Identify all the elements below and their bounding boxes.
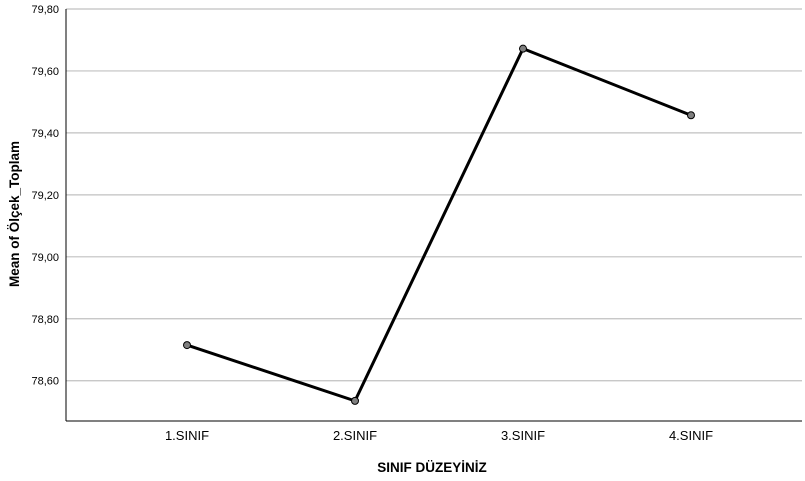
y-tick-labels: 78,60 78,80 79,00 79,20 79,40 79,60 79,80: [31, 4, 59, 388]
y-tick-label: 78,80: [31, 314, 59, 326]
x-tick-label: 2.SINIF: [333, 428, 377, 443]
data-point: [519, 44, 527, 53]
series-line: [185, 47, 693, 403]
x-axis-title: SINIF DÜZEYİNİZ: [377, 460, 487, 475]
data-point: [183, 341, 191, 350]
y-tick-label: 79,80: [31, 4, 59, 16]
y-tick-label: 79,20: [31, 190, 59, 202]
data-point: [351, 396, 359, 405]
y-tick-label: 79,00: [31, 252, 59, 264]
y-tick-label: 78,60: [31, 376, 59, 388]
y-tick-label: 79,40: [31, 128, 59, 140]
y-tick-label: 79,60: [31, 66, 59, 78]
x-tick-label: 1.SINIF: [165, 428, 209, 443]
x-category-labels: 1.SINIF 2.SINIF 3.SINIF 4.SINIF: [165, 428, 713, 443]
axes: [65, 9, 802, 422]
x-tick-label: 3.SINIF: [501, 428, 545, 443]
data-point: [687, 111, 695, 120]
gridlines: [66, 8, 802, 382]
y-axis-title: Mean of Ölçek_Toplam: [7, 141, 22, 287]
x-tick-label: 4.SINIF: [669, 428, 713, 443]
series: [183, 44, 695, 405]
